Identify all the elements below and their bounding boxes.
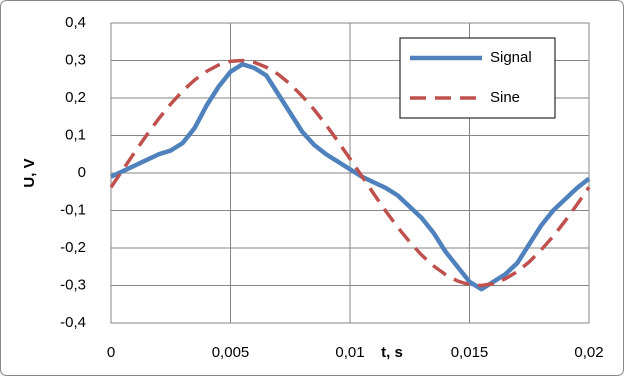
y-tick-label: 0,1: [65, 126, 86, 143]
x-tick-label: 0,01: [335, 344, 364, 361]
series-line: [109, 58, 591, 288]
x-tick-label: 0,005: [212, 344, 250, 361]
x-axis-label: t, s: [381, 344, 403, 361]
y-axis-label: U, V: [21, 158, 38, 187]
legend-box: [399, 37, 556, 119]
y-tick-label: -0,1: [60, 201, 86, 218]
y-tick-label: 0,4: [65, 14, 86, 31]
y-tick-label: 0,2: [65, 89, 86, 106]
y-tick-label: 0,3: [65, 51, 86, 68]
x-tick-label: 0,02: [574, 344, 603, 361]
y-tick-label: -0,3: [60, 276, 86, 293]
legend-label: Sine: [490, 89, 520, 106]
x-tick-label: 0: [107, 344, 115, 361]
plot-border: [110, 22, 590, 324]
series-line: [110, 62, 591, 292]
legend-label: Signal: [490, 49, 532, 66]
x-tick-label: 0,015: [451, 344, 489, 361]
y-tick-label: 0: [78, 164, 86, 181]
y-tick-label: -0,4: [60, 314, 86, 331]
y-tick-label: -0,2: [60, 239, 86, 256]
